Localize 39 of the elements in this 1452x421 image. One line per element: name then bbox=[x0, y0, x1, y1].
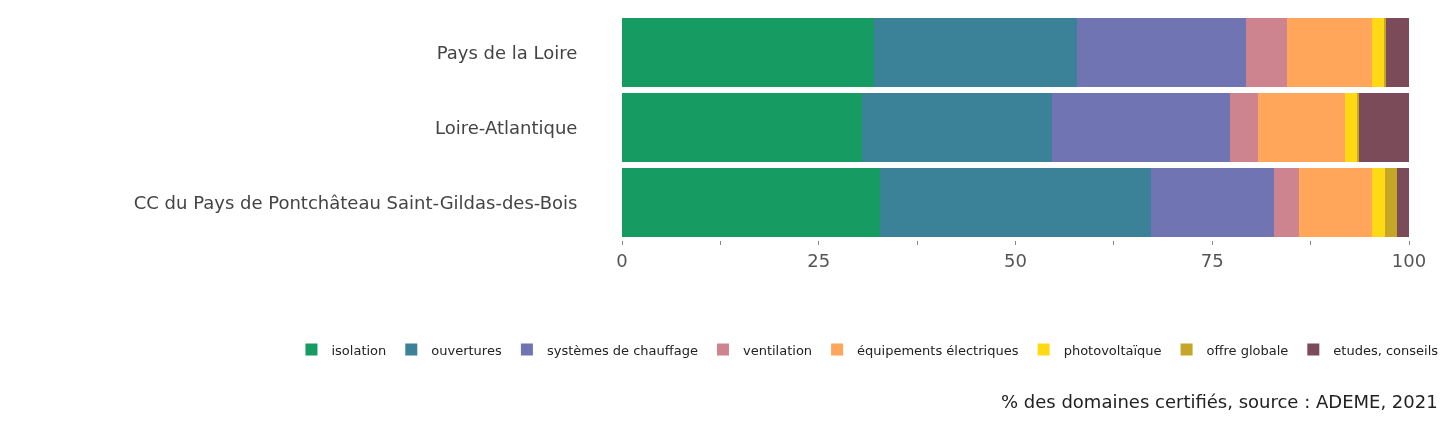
y-tick-label: Pays de la Loire bbox=[436, 41, 578, 63]
legend-label: photovoltaïque bbox=[1063, 342, 1162, 358]
bar bbox=[1386, 18, 1409, 87]
bar bbox=[622, 93, 863, 162]
bar bbox=[1345, 93, 1358, 162]
x-tick-label: 25 bbox=[807, 249, 831, 271]
legend-label: ouvertures bbox=[431, 342, 502, 358]
bar bbox=[1397, 168, 1409, 237]
x-tick-label: 75 bbox=[1200, 249, 1224, 271]
text: % des domaines certifiés, source : ADEME, 2021 bbox=[1001, 391, 1438, 412]
y-tick-label: CC du Pays de Pontchâteau Saint-Gildas-des-Bois bbox=[133, 191, 578, 213]
y-tick-label: Loire-Atlantique bbox=[435, 116, 578, 138]
bar bbox=[1372, 168, 1385, 237]
x-tick-label: 0 bbox=[616, 249, 628, 271]
bar bbox=[1150, 168, 1274, 237]
bar bbox=[1384, 168, 1398, 237]
bar bbox=[1246, 18, 1288, 87]
bar bbox=[873, 18, 1077, 87]
legend-label: offre globale bbox=[1206, 342, 1289, 358]
x-tick-label: 50 bbox=[1004, 249, 1027, 271]
bar bbox=[1358, 93, 1409, 162]
bar bbox=[1076, 18, 1247, 87]
legend-label: isolation bbox=[331, 342, 387, 358]
legend-label: équipements électriques bbox=[857, 342, 1019, 358]
bar bbox=[1298, 168, 1373, 237]
bar bbox=[1257, 93, 1346, 162]
bar bbox=[622, 18, 874, 87]
bar bbox=[1273, 168, 1299, 237]
bar bbox=[1287, 18, 1373, 87]
bar bbox=[622, 168, 881, 237]
legend-label: etudes, conseils bbox=[1333, 342, 1439, 358]
legend-label: systèmes de chauffage bbox=[546, 342, 698, 358]
bar bbox=[1051, 93, 1230, 162]
bar bbox=[1229, 93, 1258, 162]
legend-label: ventilation bbox=[742, 342, 813, 358]
bar bbox=[862, 93, 1052, 162]
bar bbox=[880, 168, 1151, 237]
bar bbox=[1372, 18, 1384, 87]
x-tick-label: 100 bbox=[1391, 249, 1427, 271]
